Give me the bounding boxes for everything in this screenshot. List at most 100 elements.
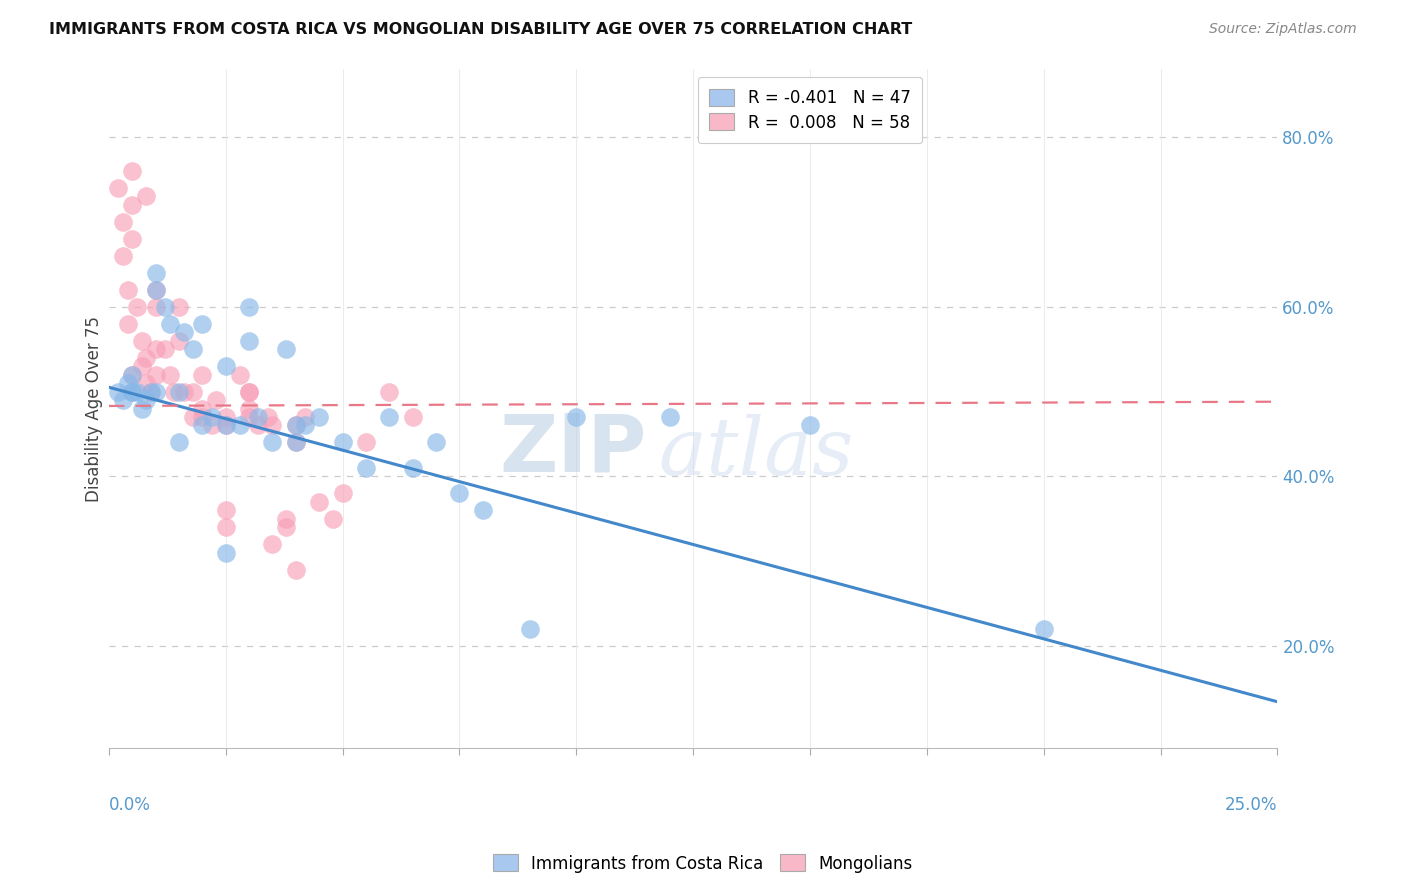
Point [131,359,153,373]
Point [107,384,129,399]
Point [121,197,143,211]
Point [215,359,238,373]
Point [262,537,284,551]
Point [121,163,143,178]
Point [191,317,214,331]
Point [519,623,541,637]
Point [402,461,425,475]
Point [125,300,148,314]
Point [294,418,316,433]
Point [205,392,228,407]
Point [111,392,134,407]
Text: 25.0%: 25.0% [1225,796,1278,814]
Point [425,435,447,450]
Text: IMMIGRANTS FROM COSTA RICA VS MONGOLIAN DISABILITY AGE OVER 75 CORRELATION CHART: IMMIGRANTS FROM COSTA RICA VS MONGOLIAN … [49,22,912,37]
Point [145,342,167,356]
Point [238,384,260,399]
Point [111,214,134,228]
Point [238,334,260,348]
Point [471,503,494,517]
Point [167,384,190,399]
Point [135,392,157,407]
Point [238,300,260,314]
Legend: Immigrants from Costa Rica, Mongolians: Immigrants from Costa Rica, Mongolians [486,847,920,880]
Point [284,418,307,433]
Point [191,409,214,424]
Point [284,563,307,577]
Point [247,409,270,424]
Point [284,435,307,450]
Point [215,520,238,534]
Text: 0.0%: 0.0% [108,796,150,814]
Point [167,334,190,348]
Point [145,283,167,297]
Point [262,435,284,450]
Point [215,418,238,433]
Point [201,418,224,433]
Point [191,401,214,416]
Point [565,409,588,424]
Y-axis label: Disability Age Over 75: Disability Age Over 75 [86,316,103,501]
Point [658,409,681,424]
Point [322,512,344,526]
Point [107,180,129,194]
Point [215,546,238,560]
Point [139,384,162,399]
Point [354,435,377,450]
Point [215,418,238,433]
Point [238,401,260,416]
Point [145,368,167,382]
Point [145,283,167,297]
Point [256,409,278,424]
Point [111,248,134,262]
Point [145,300,167,314]
Point [332,486,354,500]
Point [284,418,307,433]
Text: atlas: atlas [658,414,853,491]
Point [201,409,224,424]
Point [215,503,238,517]
Point [117,376,139,390]
Point [262,418,284,433]
Point [121,384,143,399]
Point [181,342,204,356]
Point [332,435,354,450]
Point [284,435,307,450]
Point [125,384,148,399]
Point [402,409,425,424]
Point [121,384,143,399]
Point [135,376,157,390]
Point [238,409,260,424]
Point [173,384,195,399]
Point [167,435,190,450]
Point [799,418,821,433]
Point [181,409,204,424]
Point [238,384,260,399]
Point [173,325,195,339]
Point [117,317,139,331]
Point [159,368,181,382]
Point [153,342,176,356]
Point [215,409,238,424]
Point [191,418,214,433]
Point [378,409,401,424]
Point [276,520,298,534]
Point [229,368,252,382]
Point [135,189,157,203]
Text: ZIP: ZIP [499,410,647,488]
Point [191,368,214,382]
Point [121,368,143,382]
Point [308,495,330,509]
Point [1032,623,1054,637]
Point [135,351,157,365]
Point [449,486,471,500]
Point [145,384,167,399]
Point [276,342,298,356]
Point [308,409,330,424]
Point [139,384,162,399]
Point [131,334,153,348]
Legend: R = -0.401   N = 47, R =  0.008   N = 58: R = -0.401 N = 47, R = 0.008 N = 58 [697,77,922,144]
Point [229,418,252,433]
Point [167,300,190,314]
Point [117,283,139,297]
